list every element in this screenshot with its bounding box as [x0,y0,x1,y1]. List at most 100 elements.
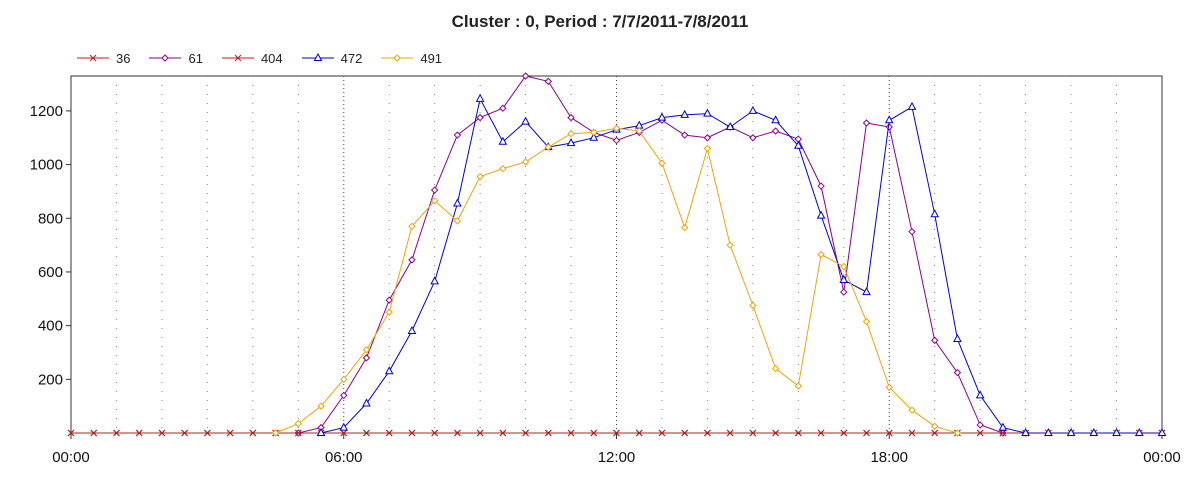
data-point-491 [567,130,575,138]
data-point-61 [862,119,871,127]
data-point-404 [204,429,211,437]
data-point-491 [544,143,553,151]
data-point-472 [839,274,849,283]
data-point-61 [385,296,393,304]
x-tick-label: 06:00 [325,449,363,466]
data-point-472 [748,105,758,114]
data-point-404 [181,429,188,437]
data-point-472 [339,422,349,431]
data-point-491 [453,217,462,225]
legend-marker [393,54,402,62]
data-point-491 [590,128,598,137]
data-point-491 [931,422,939,430]
data-point-61 [544,77,553,86]
data-point-491 [817,250,825,259]
legend-label: 472 [340,50,363,66]
data-point-404 [249,429,257,437]
y-tick-label: 400 [38,318,63,335]
series-line-472 [320,97,1162,434]
data-point-472 [316,427,326,436]
data-point-472 [680,109,690,118]
data-point-404 [635,429,643,437]
data-point-491 [271,429,280,437]
data-point-472 [725,121,735,130]
data-point-61 [908,227,916,236]
data-point-472 [884,115,894,124]
data-point-404 [726,429,734,437]
x-tick-label: 12:00 [598,449,636,466]
legend-item-491: 491 [380,51,442,66]
data-point-472 [589,132,599,141]
legend-item-472: 472 [301,50,363,66]
x-tick-label: 18:00 [870,449,908,466]
data-point-61 [680,131,689,139]
data-point-491 [362,346,371,354]
data-point-61 [453,131,462,139]
data-point-491 [885,383,893,392]
data-point-404 [794,429,802,437]
data-point-472 [975,390,985,399]
data-point-491 [908,406,916,414]
data-point-472 [771,115,780,124]
data-point-491 [499,164,507,173]
data-point-404 [658,429,666,437]
y-tick-label: 600 [38,264,63,281]
data-point-404 [158,429,166,437]
data-point-404 [67,429,75,437]
data-point-491 [635,127,643,135]
data-point-472 [793,140,803,149]
data-point-61 [749,134,757,142]
legend-label: 36 [116,50,131,66]
legend-label: 404 [260,50,283,66]
data-point-61 [840,288,848,296]
data-point-472 [362,398,371,407]
data-point-404 [522,429,529,437]
data-point-404 [704,429,711,437]
data-point-61 [499,104,507,112]
data-point-404 [90,429,98,437]
data-point-404 [999,429,1007,437]
data-point-472 [407,325,417,334]
data-point-404 [431,429,439,437]
y-axis: 200 400 600 800 1000 1200 [30,103,71,388]
data-point-404 [340,429,348,437]
data-point-404 [113,429,120,437]
data-point-491 [476,172,484,181]
data-point-404 [408,429,416,437]
data-point-472 [657,112,667,121]
data-point-404 [863,429,870,437]
legend-swatch [77,54,109,62]
data-point-472 [498,136,508,145]
data-point-61 [340,391,348,400]
legend-swatch [381,54,414,62]
x-axis: 00:00 06:00 12:00 18:00 00:00 [52,433,1181,466]
data-point-491 [862,317,871,326]
data-point-61 [953,368,962,377]
x-tick-label: 00:00 [52,449,90,466]
data-point-472 [1157,427,1167,436]
data-point-491 [680,223,689,232]
data-point-61 [521,72,530,80]
y-tick-label: 800 [38,210,63,227]
data-point-404 [476,429,484,437]
data-point-404 [817,429,825,437]
data-point-472 [816,210,826,219]
chart-title: Cluster : 0, Period : 7/7/2011-7/8/2011 [451,12,749,31]
data-point-61 [976,421,984,429]
data-point-491 [430,197,439,205]
data-point-404 [544,429,552,437]
data-point-472 [953,333,962,343]
data-point-491 [317,402,325,410]
data-point-472 [703,108,712,117]
data-point-472 [1134,427,1144,436]
data-point-472 [1112,427,1121,436]
data-point-404 [840,429,848,437]
legend-marker [161,54,170,62]
data-point-404 [681,429,689,437]
data-point-491 [749,301,757,310]
data-point-472 [1044,427,1053,436]
data-point-472 [453,198,462,207]
data-point-491 [703,144,712,153]
data-point-472 [1089,427,1099,436]
data-point-61 [476,113,484,122]
